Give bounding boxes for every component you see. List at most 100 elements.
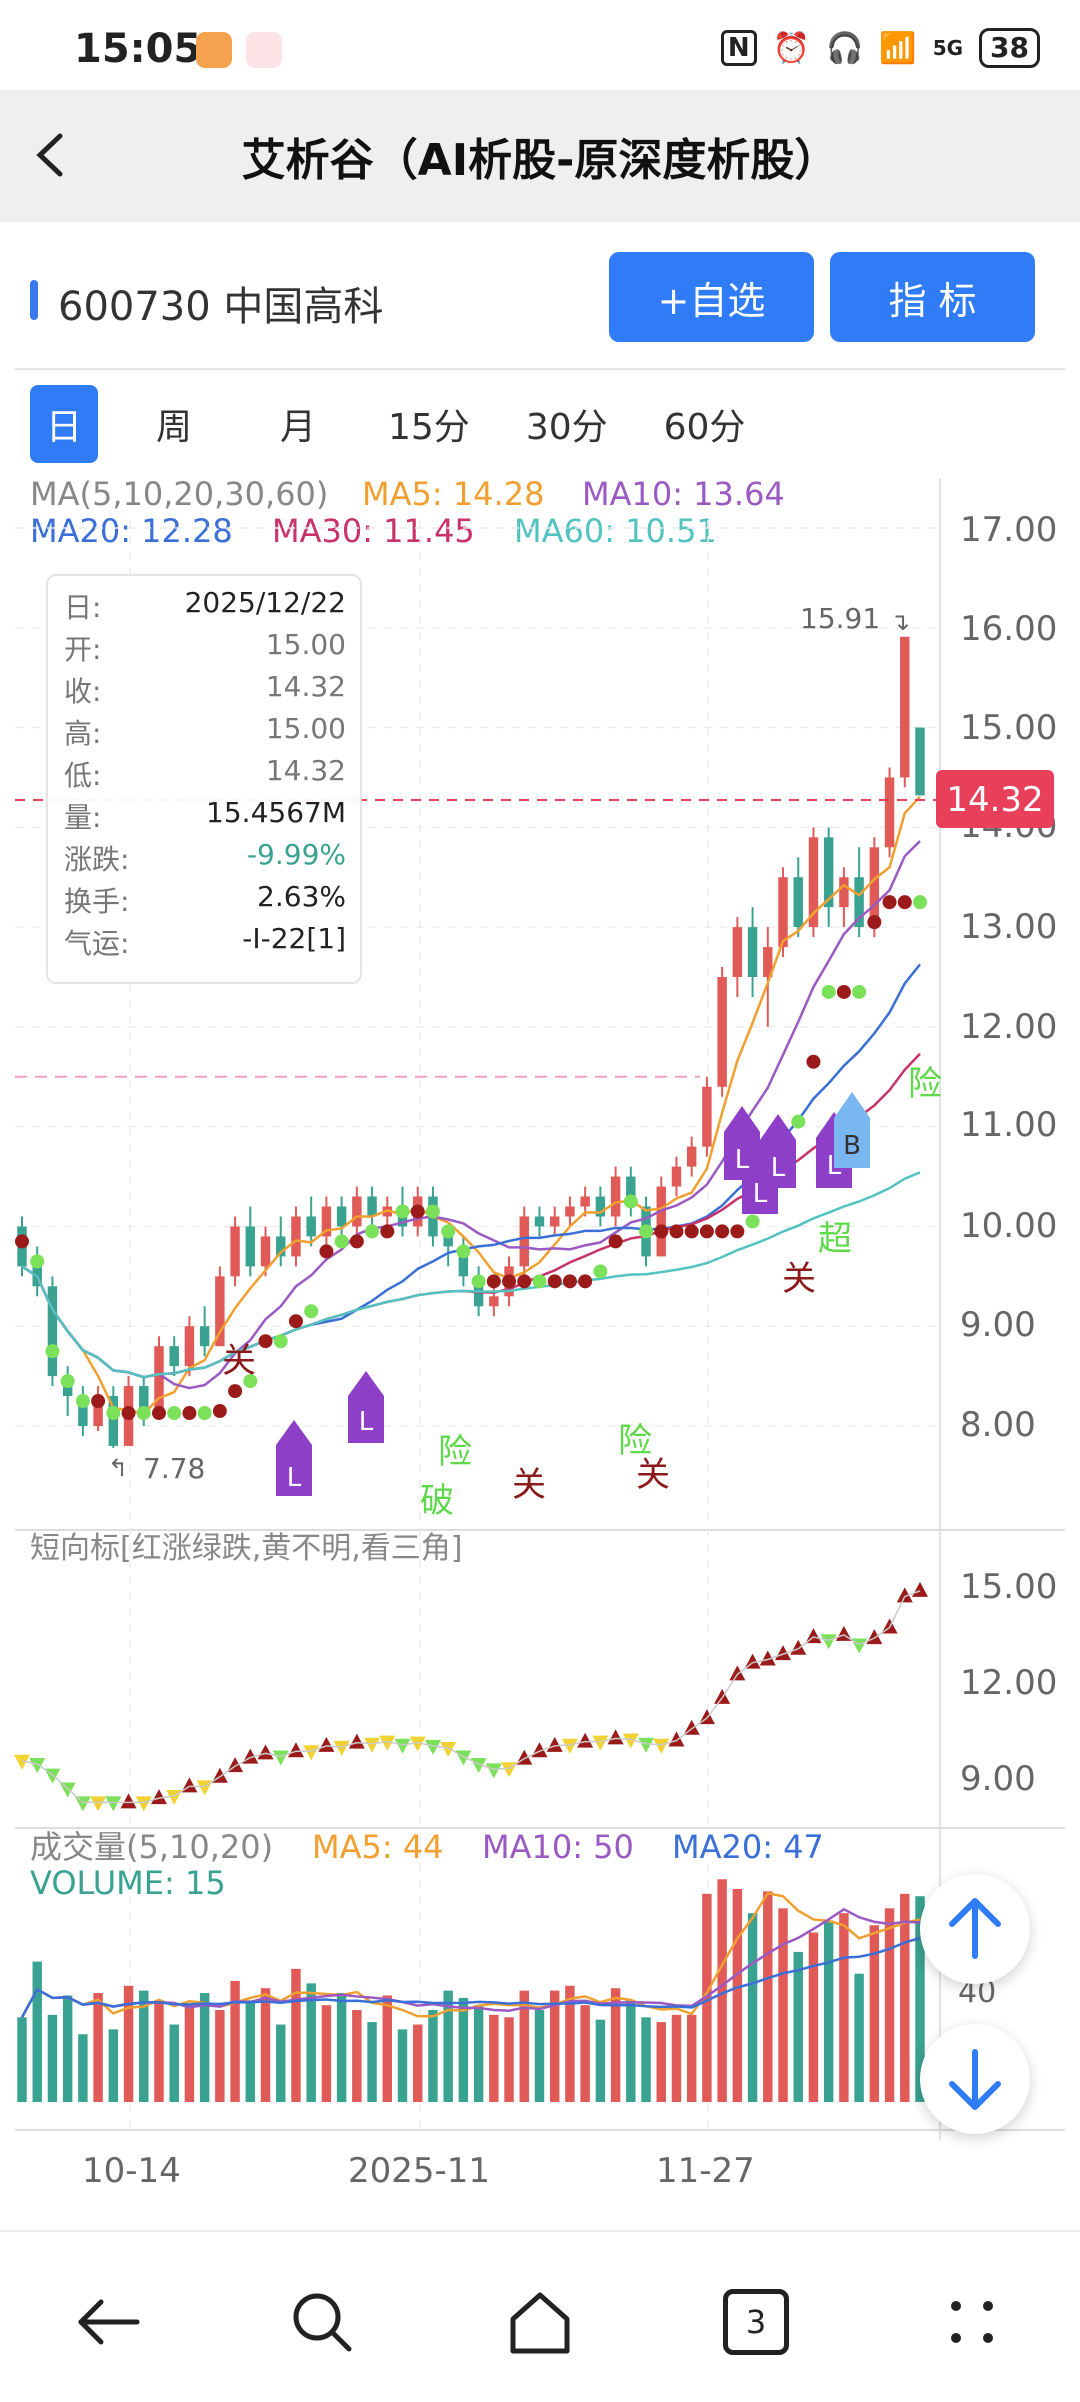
candle-body (306, 1216, 316, 1237)
date-tick: 2025-11 (348, 2151, 490, 2191)
scroll-up-button[interactable] (920, 1874, 1030, 1984)
ma10-line (21, 840, 921, 1390)
signal-dot (456, 1244, 471, 1259)
signal-dot (913, 895, 927, 910)
trend-triangle (912, 1581, 928, 1597)
trend-triangle (440, 1742, 457, 1757)
candle-body (839, 877, 849, 908)
volume-bar (686, 2014, 697, 2102)
volume-bar (62, 1995, 73, 2102)
info-value: 2025/12/22 (184, 586, 346, 619)
candle-body (671, 1166, 682, 1187)
signal-xian: 险 (438, 1432, 472, 1472)
back-button[interactable] (30, 120, 90, 190)
signal-dot (821, 984, 836, 999)
trend-triangle (485, 1763, 502, 1779)
signal-dot (517, 1274, 532, 1289)
add-watchlist-button[interactable]: +自选 (609, 252, 814, 342)
low-arrow-icon: ↰ (108, 1454, 128, 1482)
tab-week[interactable]: 周 (155, 407, 192, 448)
nav-tabs-button[interactable]: 3 (706, 2272, 806, 2372)
info-row: 高: 15.00 (64, 712, 346, 754)
price-tick: 8.00 (960, 1405, 1036, 1445)
volume-bar (413, 2024, 423, 2102)
price-tick: 10.00 (960, 1206, 1057, 1246)
volume-bar (367, 2022, 377, 2102)
volume-bar (245, 2000, 256, 2102)
tab-day[interactable]: 日 (30, 385, 98, 463)
candle-body (93, 1396, 103, 1426)
info-value: 14.32 (265, 754, 346, 787)
info-key: 涨跌: (64, 843, 130, 876)
signal-dot (319, 1244, 334, 1259)
candle-body (169, 1346, 179, 1367)
volume-bar (854, 1973, 864, 2102)
indicator-button[interactable]: 指 标 (830, 252, 1035, 342)
chevron-left-icon (36, 133, 63, 177)
signal-dot (791, 1114, 806, 1129)
scroll-down-button[interactable] (920, 2024, 1030, 2134)
high-arrow-icon: ↴ (890, 608, 910, 636)
search-icon (293, 2293, 352, 2352)
signal-dot (228, 1384, 243, 1399)
signal-dot (182, 1406, 197, 1421)
trend-triangle (303, 1745, 320, 1761)
trend-triangle (29, 1758, 46, 1773)
info-value: 14.32 (265, 670, 346, 703)
price-axis: 17.00 16.00 15.00 14.00 13.00 12.00 11.0… (960, 510, 1057, 1445)
nav-search-button[interactable] (272, 2272, 372, 2372)
signal-dot (578, 1274, 593, 1289)
ma30-line (21, 1052, 921, 1379)
signal-dot (75, 1394, 90, 1409)
trend-triangle (287, 1742, 304, 1758)
volume-bar (17, 2017, 27, 2102)
volume-bar (900, 1893, 910, 2102)
volume-bar (884, 1908, 895, 2102)
trend-triangle (105, 1796, 122, 1812)
trend-triangle (424, 1739, 441, 1755)
trend-triangle (561, 1738, 578, 1754)
candle-body (854, 877, 864, 928)
candle-body (519, 1216, 529, 1267)
volume-bar (47, 2014, 58, 2102)
short-axis-tick: 9.00 (960, 1759, 1036, 1799)
info-row: 涨跌: -9.99% (64, 838, 346, 880)
signal-dot (715, 1224, 730, 1239)
volume-bar (336, 1993, 347, 2102)
volume-label: 成交量(5,10,20) (30, 1828, 273, 1866)
ma5-line (21, 795, 921, 1416)
price-tick: 11.00 (960, 1105, 1057, 1145)
trend-triangle (257, 1744, 274, 1760)
volume-bar (717, 1879, 727, 2102)
vol-ma20-line (20, 1936, 921, 2018)
nfc-icon: N (720, 30, 757, 66)
app-header: 艾析谷（AI析股-原深度析股） (0, 90, 1080, 222)
volume-bar (32, 1961, 42, 2102)
nav-back-button[interactable] (58, 2272, 158, 2372)
trend-triangle (638, 1737, 655, 1753)
candle-body (900, 636, 910, 778)
l-marker-label: L (735, 1145, 750, 1175)
trend-triangle (896, 1587, 913, 1603)
kline-chart[interactable]: MA(5,10,20,30,60) MA5: 14.28 MA10: 13.64… (0, 470, 1080, 2200)
signal-dot (806, 1054, 821, 1069)
tab-60min[interactable]: 60分 (663, 407, 746, 448)
signal-dot (121, 1406, 136, 1421)
candle-body (808, 837, 819, 928)
nav-home-button[interactable] (490, 2272, 590, 2372)
signal-xian: 险 (908, 1064, 942, 1104)
period-tabs: 日 周 月 15分 30分 60分 (30, 385, 773, 463)
candle-body (352, 1196, 362, 1227)
trend-triangle (364, 1737, 381, 1753)
tab-30min[interactable]: 30分 (525, 407, 608, 448)
volume-bar (458, 1997, 469, 2102)
b-marker (834, 1092, 870, 1168)
tab-15min[interactable]: 15分 (388, 407, 470, 448)
trend-triangle (120, 1793, 137, 1809)
tab-month[interactable]: 月 (279, 407, 316, 448)
trend-triangle (607, 1729, 624, 1745)
volume-bar (306, 1983, 316, 2102)
signal-dot (547, 1274, 562, 1289)
l-marker-label: L (359, 1407, 374, 1437)
nav-menu-button[interactable] (922, 2272, 1022, 2372)
